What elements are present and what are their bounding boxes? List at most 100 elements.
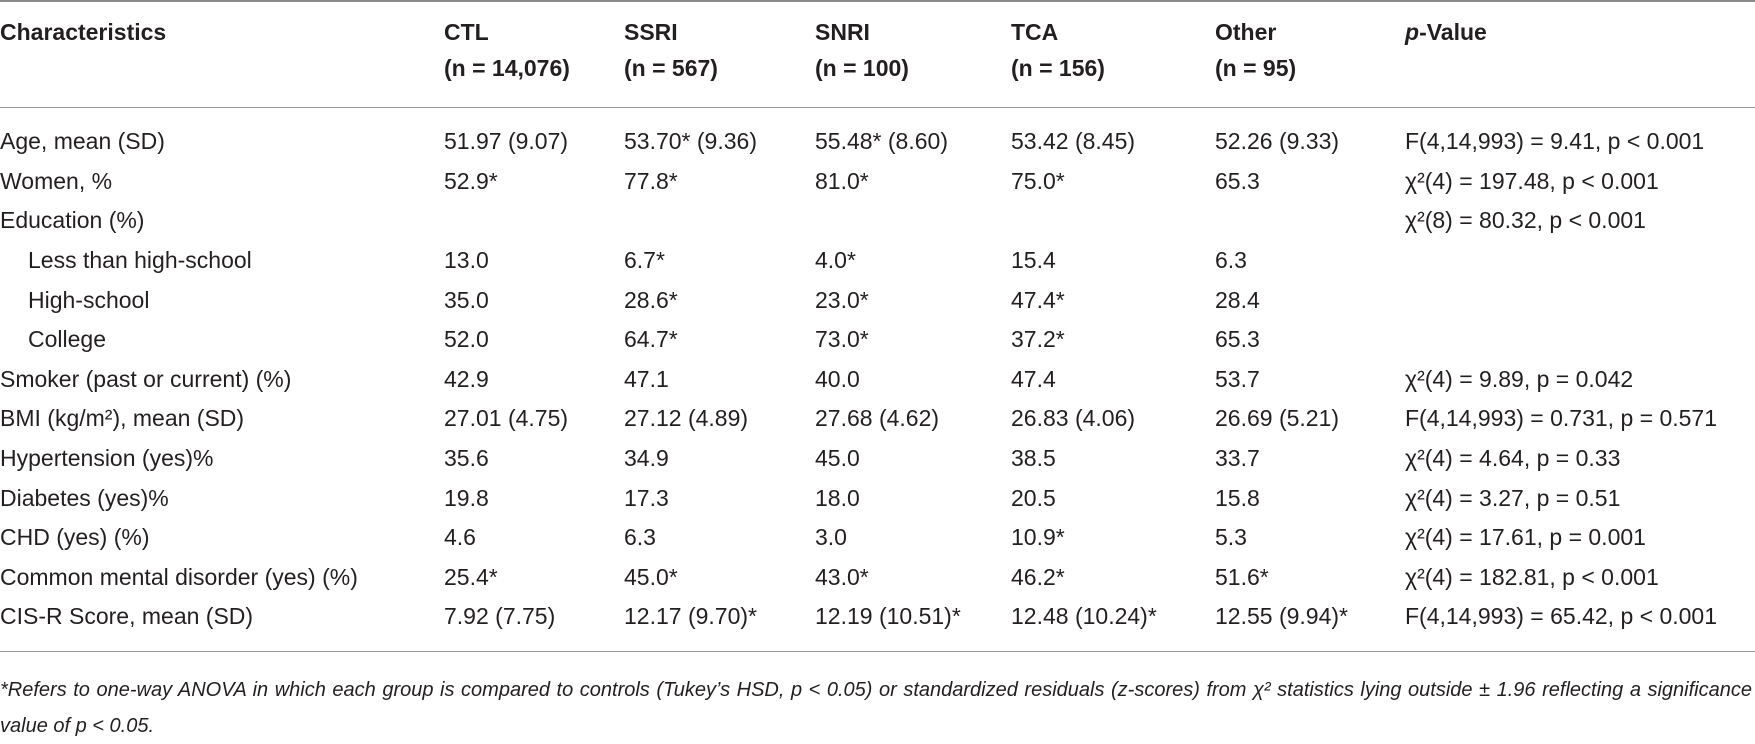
ssri-cell: 6.3 xyxy=(624,524,656,551)
row-label: Diabetes (yes)% xyxy=(0,484,169,511)
tca-cell: 37.2* xyxy=(1011,326,1065,353)
other-cell: 15.8 xyxy=(1215,484,1260,511)
row-label: Less than high-school xyxy=(28,247,252,274)
other-cell: 65.3 xyxy=(1215,167,1260,194)
tca-cell: 20.5 xyxy=(1011,484,1056,511)
snri-cell: 73.0* xyxy=(815,326,869,353)
ssri-cell: 45.0* xyxy=(624,563,678,590)
header-p-value: p-Value xyxy=(1405,14,1487,50)
p-value-cell: F(4,14,993) = 9.41, p < 0.001 xyxy=(1405,128,1705,155)
ssri-cell: 53.70* (9.36) xyxy=(624,128,757,155)
other-cell: 53.7 xyxy=(1215,365,1260,392)
p-value-cell xyxy=(1405,280,1755,320)
other-cell: 5.3 xyxy=(1215,524,1247,551)
ssri-cell: 28.6* xyxy=(624,286,678,313)
ctl-cell: 7.92 (7.75) xyxy=(444,603,556,630)
ctl-cell: 13.0 xyxy=(444,247,489,274)
row-label: Common mental disorder (yes) (%) xyxy=(0,563,358,590)
header-other-name: Other xyxy=(1215,19,1277,45)
row-label: Hypertension (yes)% xyxy=(0,445,214,472)
other-cell: 51.6* xyxy=(1215,563,1269,590)
header-tca-n: (n = 156) xyxy=(1011,55,1105,81)
header-characteristics: Characteristics xyxy=(0,19,167,45)
ctl-cell: 51.97 (9.07) xyxy=(444,128,569,155)
tca-cell: 12.48 (10.24)* xyxy=(1011,603,1157,630)
tca-cell: 15.4 xyxy=(1011,247,1056,274)
p-value-cell: χ²(4) = 4.64, p = 0.33 xyxy=(1405,445,1621,472)
ssri-cell: 77.8* xyxy=(624,167,678,194)
snri-cell: 27.68 (4.62) xyxy=(815,405,940,432)
header-p-rest: -Value xyxy=(1419,19,1487,45)
ctl-cell: 25.4* xyxy=(444,563,498,590)
snri-cell: 4.0* xyxy=(815,247,856,274)
other-cell: 52.26 (9.33) xyxy=(1215,128,1340,155)
table-row: College 52.0 64.7* 73.0* 37.2* 65.3 xyxy=(0,320,1755,360)
row-label: Education (%) xyxy=(0,207,145,234)
snri-cell: 45.0 xyxy=(815,445,860,472)
row-label: Women, % xyxy=(0,167,113,194)
other-cell: 65.3 xyxy=(1215,326,1260,353)
p-value-cell: χ²(4) = 3.27, p = 0.51 xyxy=(1405,484,1621,511)
snri-cell: 23.0* xyxy=(815,286,869,313)
header-tca-name: TCA xyxy=(1011,19,1059,45)
p-value-cell: χ²(4) = 197.48, p < 0.001 xyxy=(1405,167,1659,194)
ssri-cell xyxy=(624,201,815,241)
snri-cell: 12.19 (10.51)* xyxy=(815,603,961,630)
row-label: CIS-R Score, mean (SD) xyxy=(0,603,254,630)
header-snri: SNRI (n = 100) xyxy=(815,14,909,86)
bottom-rule xyxy=(0,651,1755,652)
ssri-cell: 64.7* xyxy=(624,326,678,353)
ctl-cell xyxy=(444,201,624,241)
p-value-cell: χ²(4) = 182.81, p < 0.001 xyxy=(1405,563,1659,590)
tca-cell: 47.4 xyxy=(1011,365,1056,392)
ctl-cell: 4.6 xyxy=(444,524,476,551)
header-snri-n: (n = 100) xyxy=(815,55,909,81)
table-row: CHD (yes) (%) 4.6 6.3 3.0 10.9* 5.3 χ²(4) = 17… xyxy=(0,518,1755,558)
tca-cell: 53.42 (8.45) xyxy=(1011,128,1136,155)
top-rule xyxy=(0,0,1755,2)
table-row: Diabetes (yes)% 19.8 17.3 18.0 20.5 15.8 χ²(4)… xyxy=(0,478,1755,518)
tca-cell: 47.4* xyxy=(1011,286,1065,313)
ssri-cell: 34.9 xyxy=(624,445,669,472)
row-label: Age, mean (SD) xyxy=(0,128,165,155)
p-value-cell: χ²(8) = 80.32, p < 0.001 xyxy=(1405,207,1646,234)
tca-cell: 26.83 (4.06) xyxy=(1011,405,1136,432)
snri-cell xyxy=(815,201,1011,241)
other-cell: 12.55 (9.94)* xyxy=(1215,603,1348,630)
tca-cell xyxy=(1011,201,1215,241)
p-value-cell xyxy=(1405,320,1755,360)
row-label: BMI (kg/m²), mean (SD) xyxy=(0,405,245,432)
row-label: College xyxy=(28,326,106,353)
row-label: Smoker (past or current) (%) xyxy=(0,365,292,392)
ctl-cell: 52.9* xyxy=(444,167,498,194)
snri-cell: 43.0* xyxy=(815,563,869,590)
header-rule xyxy=(0,107,1755,108)
ssri-cell: 47.1 xyxy=(624,365,669,392)
ctl-cell: 42.9 xyxy=(444,365,489,392)
table-row: High-school 35.0 28.6* 23.0* 47.4* 28.4 xyxy=(0,280,1755,320)
header-ssri-n: (n = 567) xyxy=(624,55,718,81)
table-row: CIS-R Score, mean (SD) 7.92 (7.75) 12.17 (… xyxy=(0,597,1755,637)
header-other: Other (n = 95) xyxy=(1215,14,1296,86)
table-row: Less than high-school 13.0 6.7* 4.0* 15.4 6.3 xyxy=(0,241,1755,281)
snri-cell: 3.0 xyxy=(815,524,847,551)
header-ssri: SSRI (n = 567) xyxy=(624,14,718,86)
p-value-cell xyxy=(1405,241,1755,281)
table-row: BMI (kg/m²), mean (SD) 27.01 (4.75) 27.12 … xyxy=(0,399,1755,439)
footnote: *Refers to one-way ANOVA in which each g… xyxy=(0,679,1752,737)
header-other-n: (n = 95) xyxy=(1215,55,1297,81)
table-row: Education (%) χ²(8) = 80.32, p < 0.001 xyxy=(0,201,1755,241)
other-cell: 28.4 xyxy=(1215,286,1260,313)
header-snri-name: SNRI xyxy=(815,19,870,45)
tca-cell: 75.0* xyxy=(1011,167,1065,194)
ssri-cell: 17.3 xyxy=(624,484,669,511)
snri-cell: 40.0 xyxy=(815,365,860,392)
ctl-cell: 27.01 (4.75) xyxy=(444,405,569,432)
p-value-cell: F(4,14,993) = 0.731, p = 0.571 xyxy=(1405,405,1718,432)
header-ctl: CTL (n = 14,076) xyxy=(444,14,570,86)
ctl-cell: 35.6 xyxy=(444,445,489,472)
header-ctl-name: CTL xyxy=(444,19,489,45)
table-row: Women, % 52.9* 77.8* 81.0* 75.0* 65.3 χ²(4) = … xyxy=(0,162,1755,202)
tca-cell: 10.9* xyxy=(1011,524,1065,551)
